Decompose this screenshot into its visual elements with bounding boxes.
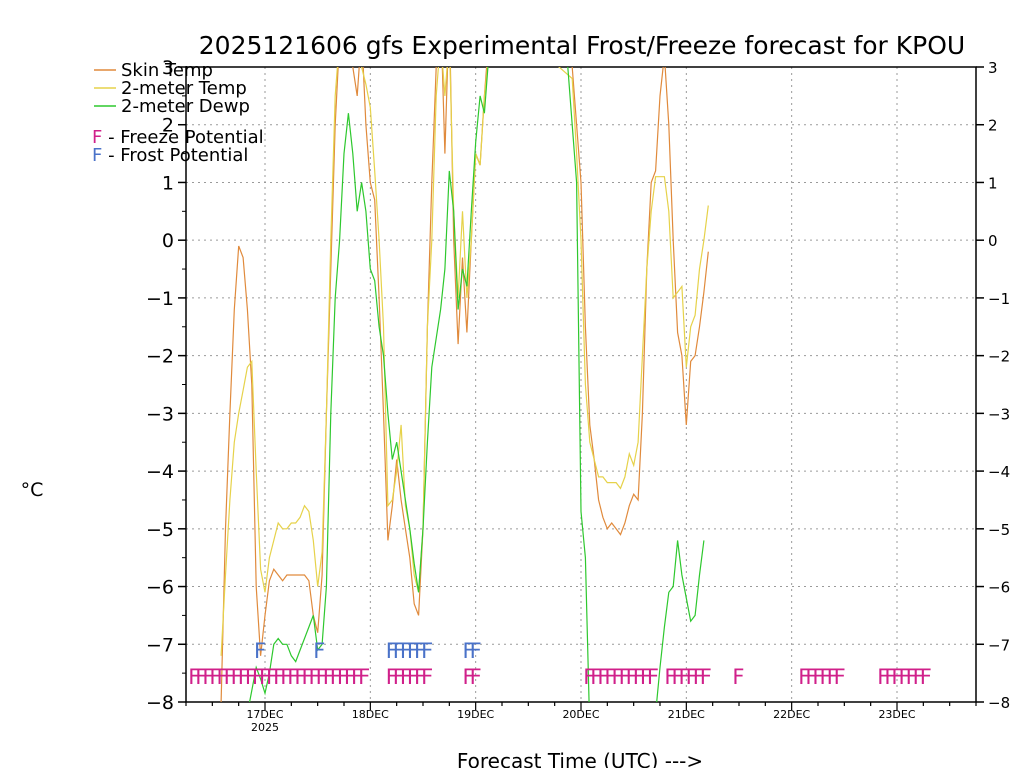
x-tick-label: 22DEC (773, 708, 810, 721)
frost-flag: F (254, 639, 265, 663)
potential-legend-letter: F (92, 145, 102, 166)
y-tick-label-right: 1 (988, 174, 998, 192)
y-tick-label: −3 (146, 403, 174, 425)
y-tick-label-right: −8 (988, 694, 1010, 712)
frost-flag: FF (463, 639, 481, 663)
y-tick-label: 3 (162, 57, 174, 79)
potential-legend-text: - Freeze Potential (102, 127, 263, 148)
freeze-flag: FFFFFFFFFF (583, 665, 658, 689)
x-tick-label: 19DEC (457, 708, 494, 721)
y-tick-label-right: −2 (988, 348, 1010, 366)
y-tick-label-right: −6 (988, 579, 1010, 597)
y-tick-label: −2 (146, 346, 174, 368)
y-tick-label: −5 (146, 519, 174, 541)
series-line (248, 67, 705, 702)
x-tick-label: 21DEC (668, 708, 705, 721)
plot-frame (185, 66, 977, 703)
potential-legend-text: - Frost Potential (102, 145, 248, 166)
series-lines (220, 67, 709, 702)
x-axis-label: Forecast Time (UTC) ---> (457, 749, 703, 768)
y-tick-label: −8 (146, 692, 174, 714)
y-tick-label-right: 3 (988, 59, 998, 77)
potential-legend-letter: F (92, 127, 102, 148)
y-tick-label: −7 (146, 634, 174, 656)
y-tick-label-right: −5 (988, 521, 1010, 539)
potential-legend-label: F - Freeze Potential (92, 127, 264, 148)
y-tick-label-right: −3 (988, 405, 1010, 423)
series-line (220, 67, 709, 702)
y-tick-label-right: −1 (988, 290, 1010, 308)
y-tick-label: 0 (162, 230, 174, 252)
x-tick-label: 23DEC (878, 708, 915, 721)
y-tick-label: −4 (146, 461, 174, 483)
y-tick-label: −6 (146, 577, 174, 599)
gridlines (186, 67, 976, 702)
freeze-flag: FFFFFFFFFFFFFFFFFFFFFFFFF (188, 665, 369, 689)
x-tick-sublabel: 2025 (251, 721, 279, 734)
y-tick-label-right: −4 (988, 463, 1010, 481)
x-tick-label: 17DEC (246, 708, 283, 721)
potential-legend-label: F - Frost Potential (92, 145, 248, 166)
series-line (220, 67, 709, 656)
y-tick-label-right: 2 (988, 117, 998, 135)
frost-flag: FFFFFF (386, 639, 432, 663)
freeze-flag: FFFFFF (664, 665, 710, 689)
y-tick-label-right: −7 (988, 636, 1010, 654)
y-tick-label: 2 (162, 115, 174, 137)
freeze-flag: FFFFFF (798, 665, 844, 689)
legend-label: 2-meter Dewp (121, 96, 250, 117)
y-axis-label: °C (21, 479, 44, 501)
x-tick-label: 20DEC (562, 708, 599, 721)
y-tick-label: −1 (146, 288, 174, 310)
freeze-flag: FFFFFF (386, 665, 432, 689)
y-axis-left: −8 −7 −6 −5 −4 −3 −2 −1 0 1 2 3 (146, 57, 186, 714)
freeze-flag: FF (463, 665, 481, 689)
freeze-flag: F (732, 665, 743, 689)
x-tick-label: 18DEC (352, 708, 389, 721)
y-tick-label: 1 (162, 172, 174, 194)
y-tick-label-right: 0 (988, 232, 998, 250)
legend-label: Skin Temp (121, 60, 213, 81)
chart-title: 2025121606 gfs Experimental Frost/Freeze… (199, 31, 965, 60)
legend-label: 2-meter Temp (121, 78, 247, 99)
y-axis-right: −8 −7 −6 −5 −4 −3 −2 −1 0 1 2 3 (976, 59, 1010, 712)
freeze-flag: FFFFFFF (877, 665, 930, 689)
